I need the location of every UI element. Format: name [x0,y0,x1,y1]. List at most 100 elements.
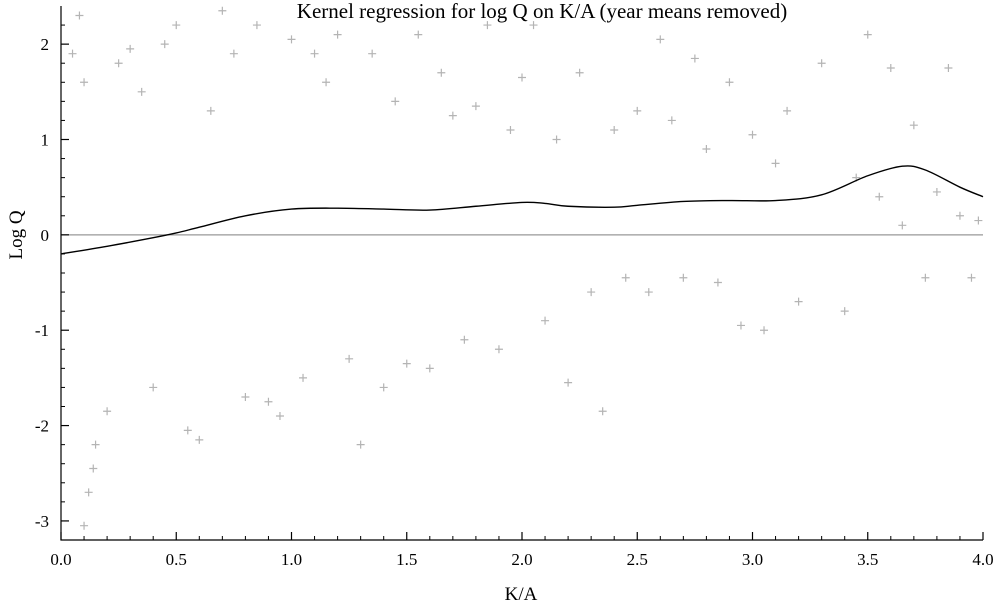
scatter-point [748,130,757,139]
scatter-point [437,68,446,77]
scatter-point [114,59,123,68]
x-tick-label: 0.0 [50,550,71,569]
scatter-point [68,49,77,58]
scatter-point [84,488,93,497]
scatter-point [218,6,227,15]
scatter-point [368,49,377,58]
scatter-point [91,440,100,449]
y-tick-label: -3 [35,512,49,531]
scatter-point [126,44,135,53]
scatter-point [529,21,538,30]
scatter-point [89,464,98,473]
scatter-point [299,373,308,382]
scatter-point [760,326,769,335]
scatter-point [644,288,653,297]
scatter-point [494,345,503,354]
scatter-point [448,111,457,120]
y-tick-label: -2 [35,417,49,436]
x-tick-label: 1.5 [396,550,417,569]
scatter-point [75,11,84,20]
scatter-point [921,273,930,282]
scatter-point [587,288,596,297]
scatter-point [633,106,642,115]
scatter-point [333,30,342,39]
x-tick-label: 1.0 [281,550,302,569]
scatter-point [564,378,573,387]
scatter-point [955,211,964,220]
scatter-point [932,187,941,196]
scatter-point [287,35,296,44]
x-tick-label: 3.0 [742,550,763,569]
scatter-point [356,440,365,449]
kernel-regression-line [60,165,984,255]
y-tick-label: 0 [41,226,50,245]
scatter-point [402,359,411,368]
scatter-point [974,216,983,225]
y-tick-label: 1 [41,131,50,150]
x-tick-label: 4.0 [972,550,993,569]
scatter-point [275,412,284,421]
scatter-point [713,278,722,287]
x-tick-label: 3.5 [857,550,878,569]
scatter-point [471,102,480,111]
scatter-point [322,78,331,87]
scatter-point [518,73,526,82]
scatter-point [206,106,215,115]
scatter-point [840,307,849,316]
scatter-point [425,364,434,373]
scatter-point [575,68,584,77]
scatter-point [725,78,734,87]
y-tick-label: -1 [35,321,49,340]
y-axis-title: Log Q [6,210,27,259]
scatter-point [771,159,780,168]
scatter-point [103,407,112,416]
scatter-point [898,221,907,230]
scatter-point [229,49,238,58]
scatter-point [160,40,169,49]
scatter-point [702,145,711,154]
scatter-point [610,125,619,134]
scatter-points [68,6,983,530]
scatter-point [621,273,630,282]
scatter-point [552,135,561,144]
scatter-point [817,59,826,68]
scatter-point [667,116,676,125]
scatter-point [80,78,89,87]
x-axis-title: K/A [505,584,538,605]
x-tick-label: 2.5 [627,550,648,569]
scatter-point [264,397,273,406]
y-tick-label: 2 [41,35,50,54]
chart-title: Kernel regression for log Q on K/A (year… [297,0,787,23]
scatter-point [679,273,688,282]
plot-area [60,6,984,530]
scatter-point [137,87,146,96]
scatter-point [875,192,884,201]
scatter-point [794,297,803,306]
scatter-point [80,521,89,530]
scatter-point [736,321,745,330]
scatter-point [391,97,400,106]
scatter-point [656,35,665,44]
scatter-point [252,21,261,30]
scatter-point [414,30,423,39]
scatter-point [149,383,158,392]
x-tick-label: 0.5 [166,550,187,569]
scatter-point [967,273,976,282]
axes: 0.0 0.5 1.0 1.5 2.0 2.5 3.0 3.5 4.0 -3 -2 -1 0 1 2 [35,6,994,569]
scatter-point [483,21,492,30]
scatter-point [345,354,354,363]
x-tick-label: 2.0 [511,550,532,569]
axis-lines [60,6,983,541]
scatter-point [541,316,550,325]
scatter-point [506,125,515,134]
scatter-point [310,49,319,58]
scatter-point [195,435,204,444]
scatter-point [863,30,872,39]
scatter-point [690,54,699,63]
scatter-point [241,392,250,401]
scatter-point [909,121,918,130]
scatter-point [944,63,953,72]
scatter-point [172,21,181,30]
scatter-point [379,383,388,392]
